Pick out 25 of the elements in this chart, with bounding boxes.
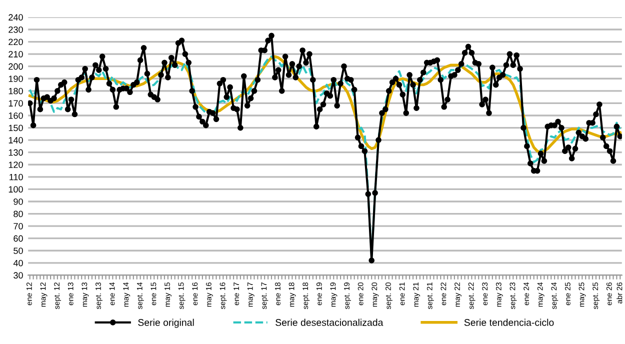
y-tick-label: 190 [8, 76, 23, 82]
y-tick-label: 40 [13, 260, 23, 266]
y-tick-label: 120 [8, 162, 23, 168]
y-tick-label: 240 [8, 14, 23, 21]
y-tick-label: 30 [14, 272, 23, 279]
y-tick-label: 50 [14, 248, 23, 254]
y-tick-label: 100 [8, 186, 23, 193]
legend-label: Serie original [138, 318, 194, 328]
legend-label: Serie desestacionalizada [276, 318, 384, 326]
y-tick-label: 230 [8, 26, 23, 33]
y-tick-label: 110 [10, 174, 23, 180]
y-tick-label: 160 [8, 112, 23, 119]
y-tick-label: 200 [8, 63, 23, 70]
y-tick-label: 80 [14, 210, 23, 218]
y-tick-label: 90 [14, 198, 23, 205]
y-tick-label: 210 [8, 51, 23, 58]
y-tick-label: 170 [8, 100, 23, 107]
y-tick-label: 220 [8, 38, 23, 46]
y-tick-label: 180 [8, 88, 23, 94]
y-tick-label: 150 [8, 124, 23, 132]
y-tick-label: 60 [14, 235, 23, 242]
y-tick-label: 70 [14, 223, 23, 230]
legend-label: Serie tendencia-ciclo [464, 318, 554, 326]
y-tick-label: 140 [8, 137, 23, 144]
y-tick-label: 130 [8, 149, 23, 156]
